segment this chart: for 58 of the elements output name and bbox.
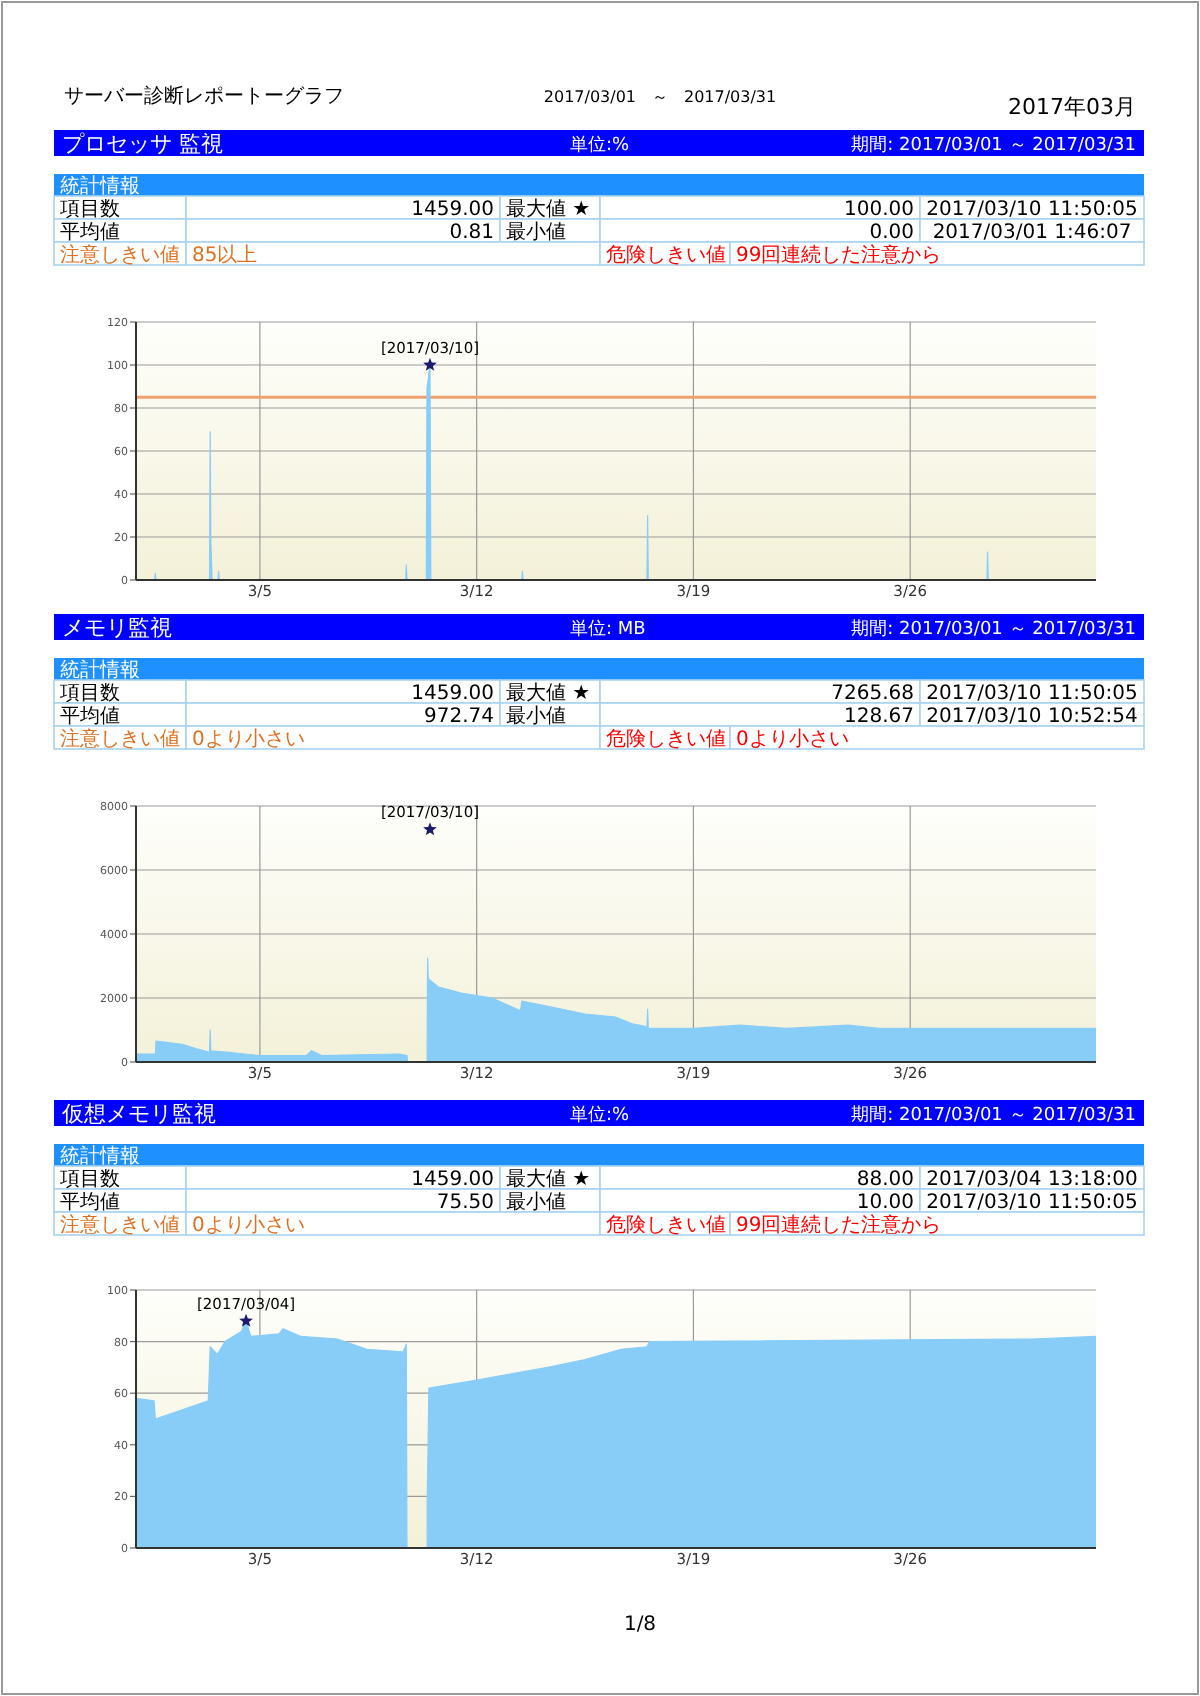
text: 0より小さい bbox=[736, 727, 849, 751]
text: 最大値 ★ bbox=[506, 197, 591, 221]
text: 注意しきい値 bbox=[60, 243, 180, 267]
text: 項目数 bbox=[60, 683, 120, 705]
text: 最小値 bbox=[506, 220, 566, 244]
text: 2017/03/10 11:50:05 bbox=[926, 1192, 1138, 1214]
text: 2017/03/04 13:18:00 bbox=[926, 1169, 1138, 1191]
text: 注意しきい値 bbox=[60, 1213, 180, 1237]
text: 最大値 ★ bbox=[506, 1167, 591, 1191]
text: 単位:% bbox=[570, 1104, 631, 1126]
text: 期間: 2017/03/01 ～ 2017/03/31 bbox=[851, 1104, 1136, 1126]
text: 仮想メモリ監視 bbox=[62, 1101, 216, 1127]
text: 最大値 ★ bbox=[506, 681, 591, 705]
text: プロセッサ 監視 bbox=[62, 131, 223, 157]
text: 統計情報 bbox=[60, 174, 140, 198]
text: 統計情報 bbox=[60, 658, 140, 682]
text: 2017/03/10 11:50:05 bbox=[926, 683, 1138, 705]
text: 1459.00 bbox=[411, 199, 494, 221]
text: メモリ監視 bbox=[62, 615, 172, 641]
text: 危険しきい値 bbox=[606, 243, 726, 267]
text: 10.00 bbox=[856, 1192, 914, 1214]
text: 100.00 bbox=[844, 199, 914, 221]
text: 75.50 bbox=[436, 1192, 494, 1214]
text: 項目数 bbox=[60, 199, 120, 221]
text: 平均値 bbox=[60, 704, 120, 728]
text: 期間: 2017/03/01 ～ 2017/03/31 bbox=[851, 134, 1136, 156]
text: 統計情報 bbox=[60, 1144, 140, 1168]
text: 99回連続した注意から bbox=[736, 1213, 942, 1237]
text: 2017/03/01 ～ 2017/03/31 bbox=[543, 88, 777, 106]
text: サーバー診断レポートーグラフ bbox=[64, 84, 344, 108]
text: 項目数 bbox=[60, 1169, 120, 1191]
text: 2017年03月 bbox=[1008, 94, 1136, 120]
text: 2017/03/01 1:46:07 bbox=[932, 222, 1132, 244]
text: 972.74 bbox=[424, 706, 494, 728]
text: 128.67 bbox=[844, 706, 914, 728]
text: 危険しきい値 bbox=[606, 1213, 726, 1237]
text: 7265.68 bbox=[831, 683, 914, 705]
text: 0より小さい bbox=[192, 727, 305, 751]
text: 2017/03/10 11:50:05 bbox=[926, 199, 1138, 221]
text: 99回連続した注意から bbox=[736, 243, 942, 267]
text: 期間: 2017/03/01 ～ 2017/03/31 bbox=[851, 618, 1136, 640]
text: 平均値 bbox=[60, 1190, 120, 1214]
text: 最小値 bbox=[506, 1190, 566, 1214]
text: 最小値 bbox=[506, 704, 566, 728]
text: 0.00 bbox=[869, 222, 914, 244]
text: 1/8 bbox=[623, 1614, 657, 1636]
text: 1459.00 bbox=[411, 1169, 494, 1191]
text: 1459.00 bbox=[411, 683, 494, 705]
text: 0.81 bbox=[449, 222, 494, 244]
text: 注意しきい値 bbox=[60, 727, 180, 751]
text: 85以上 bbox=[192, 243, 258, 267]
text: 単位:% bbox=[570, 134, 631, 156]
text: 平均値 bbox=[60, 220, 120, 244]
text: 88.00 bbox=[856, 1169, 914, 1191]
text: 単位: MB bbox=[570, 618, 646, 640]
text: 危険しきい値 bbox=[606, 727, 726, 751]
text: 0より小さい bbox=[192, 1213, 305, 1237]
text: 2017/03/10 10:52:54 bbox=[926, 706, 1138, 728]
